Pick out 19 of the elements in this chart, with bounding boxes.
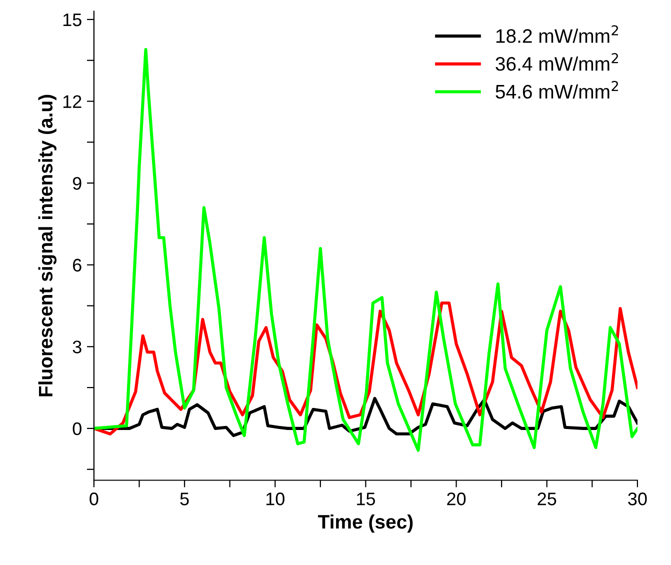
- line-series: [94, 48, 638, 452]
- x-tick-label: 5: [180, 492, 189, 506]
- x-tick-label: 20: [447, 492, 466, 506]
- y-tick-label: 6: [73, 258, 82, 272]
- legend-label: 54.6 mW/mm$^{2}$: [496, 80, 618, 99]
- legend-label: 36.4 mW/mm$^{2}$: [496, 53, 618, 71]
- y-tick-label: 12: [63, 95, 82, 108]
- x-tick-label: 15: [357, 492, 375, 506]
- y-tick-label: 9: [72, 177, 82, 190]
- y-tick-label: 0: [72, 422, 82, 436]
- x-tick-label: 30: [628, 492, 647, 506]
- x-tick-label: 25: [538, 492, 556, 506]
- y-axis-title: Fluorescent signal intensity (a.u): [38, 94, 56, 396]
- x-axis-title: Time (sec): [318, 514, 413, 533]
- x-tick-label: 10: [266, 492, 284, 506]
- x-tick-label: 0: [90, 492, 98, 506]
- y-tick-label: 3: [72, 340, 82, 354]
- legend-label: 18.2 mW/mm$^{2}$: [496, 25, 618, 43]
- y-tick-label: 15: [63, 14, 82, 26]
